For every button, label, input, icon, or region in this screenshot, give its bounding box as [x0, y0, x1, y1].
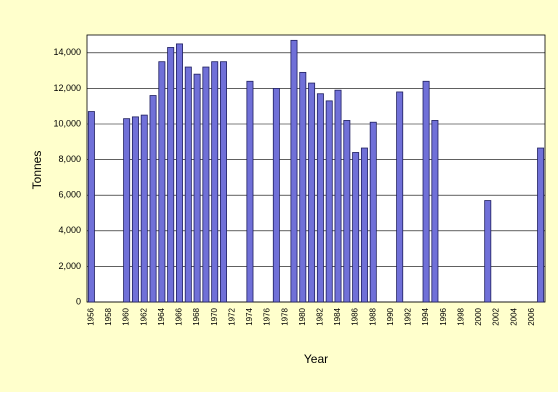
bar [184, 66, 192, 303]
y-tick-label: 2,000 [58, 261, 81, 271]
y-axis-label: Tonnes [30, 151, 44, 190]
x-tick-label: 1990 [386, 307, 395, 325]
x-tick-label: 1956 [87, 307, 96, 325]
bar [290, 39, 298, 303]
x-tick-label: 2006 [527, 307, 536, 325]
bar [272, 88, 280, 303]
x-tick-label: 1970 [210, 307, 219, 325]
bar [537, 147, 545, 303]
bar [158, 61, 166, 303]
x-tick-label: 1988 [368, 307, 377, 325]
y-tick-label: 12,000 [53, 83, 81, 93]
x-tick-label: 1998 [456, 307, 465, 325]
x-tick-label: 1982 [316, 307, 325, 325]
y-tick-label: 6,000 [58, 190, 81, 200]
bar [316, 93, 324, 303]
bar [299, 71, 307, 303]
bar [325, 100, 333, 303]
y-tick-label: 0 [76, 296, 81, 306]
bar [334, 89, 342, 303]
x-tick-label: 1958 [104, 307, 113, 325]
x-tick-label: 1960 [122, 307, 131, 325]
bar [343, 120, 351, 303]
bar [352, 152, 360, 303]
bar [87, 111, 95, 303]
x-tick-label: 2002 [492, 307, 501, 325]
x-tick-label: 1978 [280, 307, 289, 325]
bar [202, 66, 210, 303]
x-tick-label: 1968 [192, 307, 201, 325]
x-axis-label: Year [304, 352, 328, 366]
bar [211, 61, 219, 303]
x-tick-label: 2000 [474, 307, 483, 325]
y-tick-label: 14,000 [53, 47, 81, 57]
x-tick-label: 1966 [175, 307, 184, 325]
bar [123, 118, 131, 303]
bar [396, 91, 404, 303]
bar [360, 147, 368, 303]
x-tick-label: 1984 [333, 307, 342, 325]
y-tick-label: 10,000 [53, 118, 81, 128]
bar [167, 47, 175, 303]
bar [140, 114, 148, 303]
bar [422, 80, 430, 303]
x-tick-label: 1996 [439, 307, 448, 325]
x-tick-label: 1980 [298, 307, 307, 325]
x-tick-label: 1972 [227, 307, 236, 325]
x-tick-label: 1962 [139, 307, 148, 325]
x-tick-label: 1974 [245, 307, 254, 325]
x-tick-label: 2004 [509, 307, 518, 325]
bar [131, 116, 139, 303]
y-tick-label: 4,000 [58, 225, 81, 235]
x-tick-label: 1994 [421, 307, 430, 325]
bar [193, 73, 201, 303]
bar [246, 80, 254, 303]
y-tick-label: 8,000 [58, 154, 81, 164]
x-tick-label: 1986 [351, 307, 360, 325]
x-tick-label: 1992 [404, 307, 413, 325]
bar [369, 121, 377, 303]
bar [308, 82, 316, 303]
bar [431, 120, 439, 303]
bar [220, 61, 228, 303]
bar [149, 95, 157, 303]
x-tick-label: 1976 [263, 307, 272, 325]
x-tick-label: 1964 [157, 307, 166, 325]
bar [175, 43, 183, 303]
bar [484, 200, 492, 303]
